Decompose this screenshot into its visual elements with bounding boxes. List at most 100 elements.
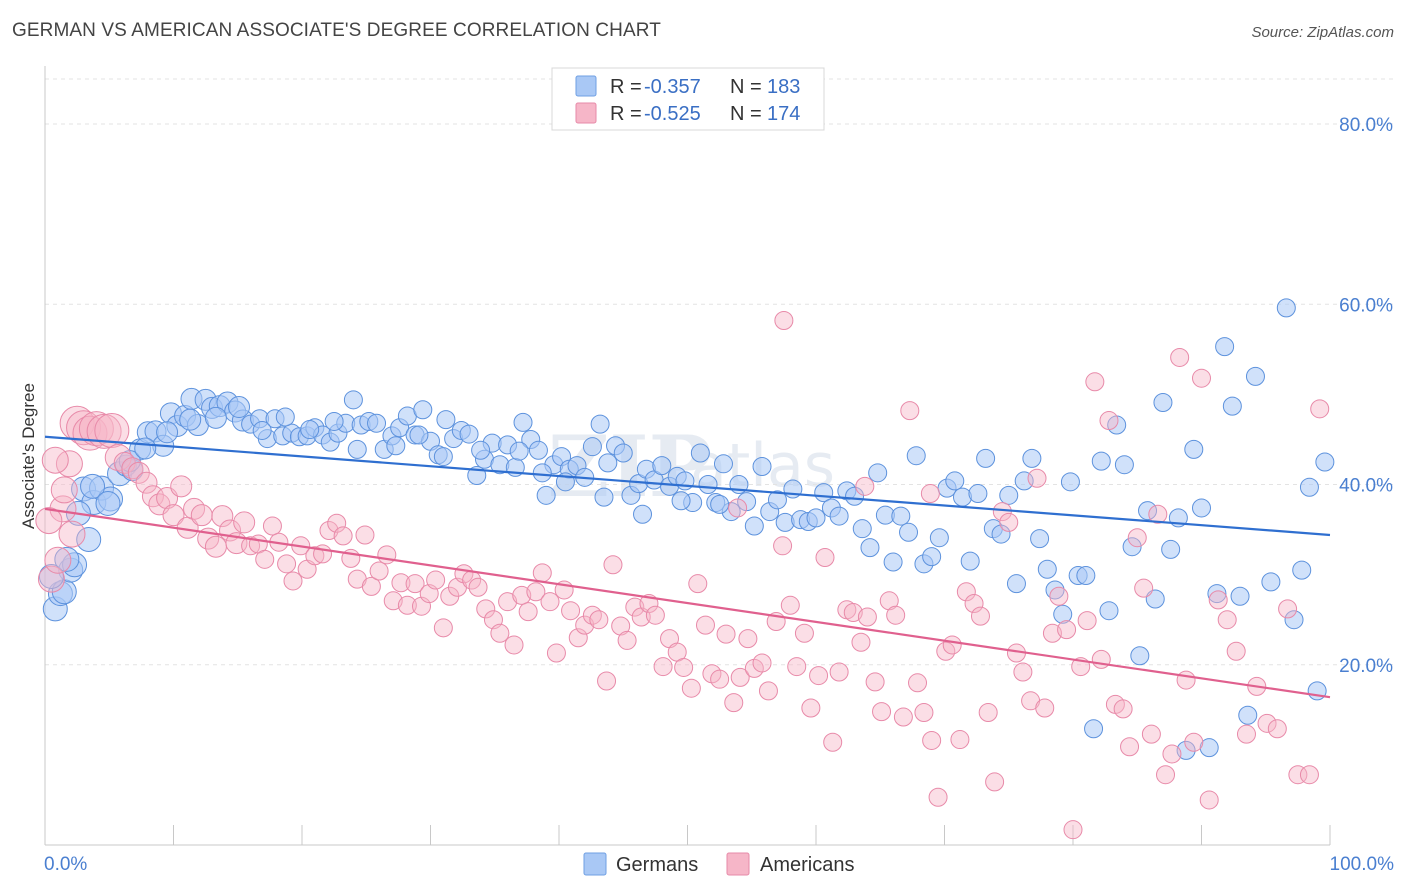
american-point <box>970 606 990 626</box>
german-point <box>134 437 157 460</box>
american-point <box>914 703 934 723</box>
german-point <box>228 396 251 419</box>
american-point <box>611 616 631 636</box>
german-point <box>976 448 996 468</box>
german-point <box>1222 396 1242 416</box>
american-point <box>1156 765 1176 785</box>
americans-trendline <box>44 507 1331 699</box>
american-point <box>645 605 665 625</box>
american-point <box>37 565 65 593</box>
american-point <box>625 597 645 617</box>
german-point <box>671 491 691 511</box>
y-tick-labels: 20.0% 40.0% 60.0% 80.0% <box>1339 115 1393 677</box>
american-point <box>1077 611 1097 631</box>
german-point <box>1130 646 1150 666</box>
american-point <box>922 730 942 750</box>
american-point <box>716 624 736 644</box>
american-point <box>728 498 748 518</box>
german-point <box>1122 537 1142 557</box>
german-point <box>324 411 344 431</box>
american-point <box>843 602 863 622</box>
german-point <box>860 538 880 558</box>
american-point <box>1042 623 1062 643</box>
american-point <box>681 678 701 698</box>
american-point <box>815 548 835 568</box>
german-point <box>594 487 614 507</box>
german-point <box>95 490 121 516</box>
legend-swatch-germans <box>575 75 597 97</box>
american-point <box>383 591 403 611</box>
american-point <box>211 505 234 528</box>
american-point <box>900 401 920 421</box>
american-point <box>724 693 744 713</box>
bottom-legend: Germans Americans <box>583 852 854 876</box>
german-point <box>1099 601 1119 621</box>
german-point <box>252 420 272 440</box>
american-point <box>801 698 821 718</box>
german-point <box>459 424 479 444</box>
american-point <box>255 549 275 569</box>
american-point <box>928 787 948 807</box>
german-point <box>652 456 672 476</box>
american-point <box>920 484 940 504</box>
americans-points <box>35 311 1330 840</box>
german-point <box>1176 740 1196 760</box>
american-point <box>653 657 673 677</box>
german-point <box>275 407 295 427</box>
german-point <box>1215 337 1235 357</box>
german-point <box>413 400 433 420</box>
german-point <box>1091 451 1111 471</box>
y-tick-label: 60.0% <box>1339 295 1393 316</box>
x-tick-label-max: 100.0% <box>1330 854 1395 875</box>
american-point <box>476 599 496 619</box>
germans-trendline <box>44 435 1331 537</box>
american-point <box>575 615 595 635</box>
american-point <box>546 643 566 663</box>
german-point <box>156 421 179 444</box>
german-point <box>590 414 610 434</box>
american-point <box>1192 368 1211 388</box>
german-point <box>54 546 80 572</box>
german-point <box>1161 539 1181 559</box>
american-point <box>1120 737 1140 757</box>
american-point <box>1027 468 1047 488</box>
german-point <box>968 484 988 504</box>
american-point <box>1148 504 1168 524</box>
american-point <box>950 730 970 750</box>
american-point <box>1162 744 1182 764</box>
bottom-legend-label-americans: Americans <box>760 854 854 876</box>
german-point <box>1184 439 1204 459</box>
american-point <box>568 628 588 648</box>
chart-title: GERMAN VS AMERICAN ASSOCIATE'S DEGREE CO… <box>12 20 661 41</box>
american-point <box>773 536 793 556</box>
american-point <box>857 607 877 627</box>
american-point <box>1013 662 1033 682</box>
american-point <box>1085 372 1105 392</box>
german-point <box>1037 559 1057 579</box>
german-point <box>80 473 106 499</box>
american-point <box>504 635 524 655</box>
american-point <box>1310 399 1330 419</box>
american-point <box>327 513 347 533</box>
american-point <box>262 516 282 536</box>
legend-r-label-americans: R = <box>610 103 642 125</box>
source-label: Source: ZipAtlas.com <box>1251 24 1394 41</box>
german-point <box>386 436 406 456</box>
american-point <box>433 618 453 638</box>
legend-n-value-germans: 183 <box>767 76 800 98</box>
german-point <box>767 490 787 510</box>
american-point <box>361 576 381 596</box>
american-point <box>319 520 339 540</box>
american-point <box>695 615 715 635</box>
german-point <box>1238 705 1258 725</box>
american-point <box>879 591 899 611</box>
american-point <box>1184 732 1204 752</box>
german-point <box>343 390 363 410</box>
german-point <box>582 437 602 457</box>
legend-n-label-germans: N = <box>730 76 762 98</box>
american-point <box>426 570 446 590</box>
german-point <box>845 486 865 506</box>
american-point <box>787 657 807 677</box>
legend-n-label-americans: N = <box>730 103 762 125</box>
american-point <box>397 595 417 615</box>
